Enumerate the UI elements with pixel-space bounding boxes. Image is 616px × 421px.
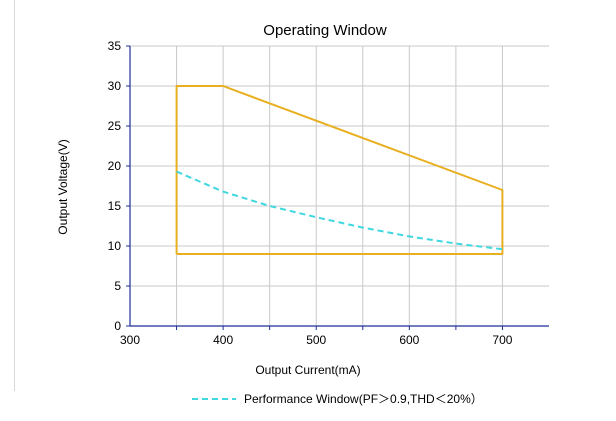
y-tick-label: 25 xyxy=(108,119,122,133)
y-tick-label: 5 xyxy=(114,279,121,293)
y-tick-label: 15 xyxy=(108,199,122,213)
plot-area xyxy=(130,46,549,326)
y-tick-label: 10 xyxy=(108,239,122,253)
axes xyxy=(126,45,549,330)
chart-title: Operating Window xyxy=(263,22,387,39)
y-tick-label: 0 xyxy=(114,319,121,333)
performance-window-curve xyxy=(176,170,503,251)
y-axis-label: Output Voltage(V) xyxy=(56,139,70,234)
y-tick-label: 35 xyxy=(108,39,122,53)
tick-labels: 0 5 10 15 20 25 30 35 300 400 500 600 700 xyxy=(108,39,513,347)
x-axis-label: Output Current(mA) xyxy=(255,363,360,377)
y-tick-label: 30 xyxy=(108,79,122,93)
x-tick-label: 400 xyxy=(213,333,233,347)
x-tick-label: 300 xyxy=(120,333,140,347)
x-tick-label: 600 xyxy=(399,333,419,347)
grid-lines xyxy=(130,45,549,326)
x-tick-label: 700 xyxy=(492,333,512,347)
legend-label-performance-window: Performance Window(PF＞0.9,THD＜20%） xyxy=(244,392,483,406)
series-group xyxy=(175,85,504,255)
operating-window-boundary xyxy=(175,85,504,255)
legend: Performance Window(PF＞0.9,THD＜20%） xyxy=(192,392,483,406)
y-tick-label: 20 xyxy=(108,159,122,173)
x-tick-label: 500 xyxy=(306,333,326,347)
